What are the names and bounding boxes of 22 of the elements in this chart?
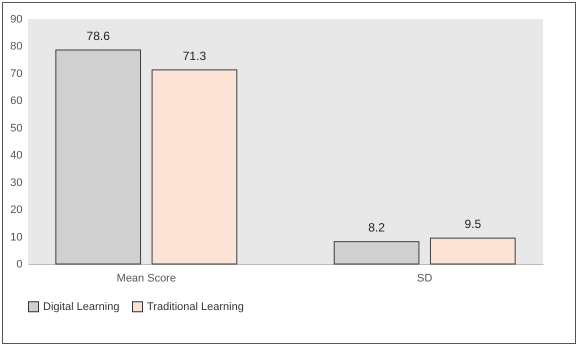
bar: [430, 238, 516, 264]
y-tick-label: 30: [10, 176, 22, 189]
legend-label: Traditional Learning: [147, 300, 244, 313]
data-label: 9.5: [464, 217, 482, 232]
x-tick-label: SD: [417, 272, 432, 284]
bar: [334, 241, 420, 264]
data-label: 78.6: [86, 29, 110, 44]
bar: [152, 69, 238, 264]
data-label: 71.3: [182, 48, 206, 63]
y-tick-label: 20: [10, 204, 22, 216]
x-tick-label: Mean Score: [116, 272, 176, 284]
bar: [55, 50, 142, 264]
y-tick-label: 70: [10, 68, 22, 80]
y-tick-label: 60: [10, 95, 22, 108]
y-tick-label: 90: [10, 14, 22, 26]
data-label: 8.2: [368, 220, 386, 235]
y-tick-label: 10: [10, 231, 22, 244]
y-tick-label: 80: [10, 40, 22, 53]
y-tick-label: 40: [10, 150, 22, 162]
y-tick-label: 50: [10, 122, 22, 134]
y-tick-label: 0: [16, 258, 22, 270]
legend-label: Digital Learning: [43, 300, 120, 313]
